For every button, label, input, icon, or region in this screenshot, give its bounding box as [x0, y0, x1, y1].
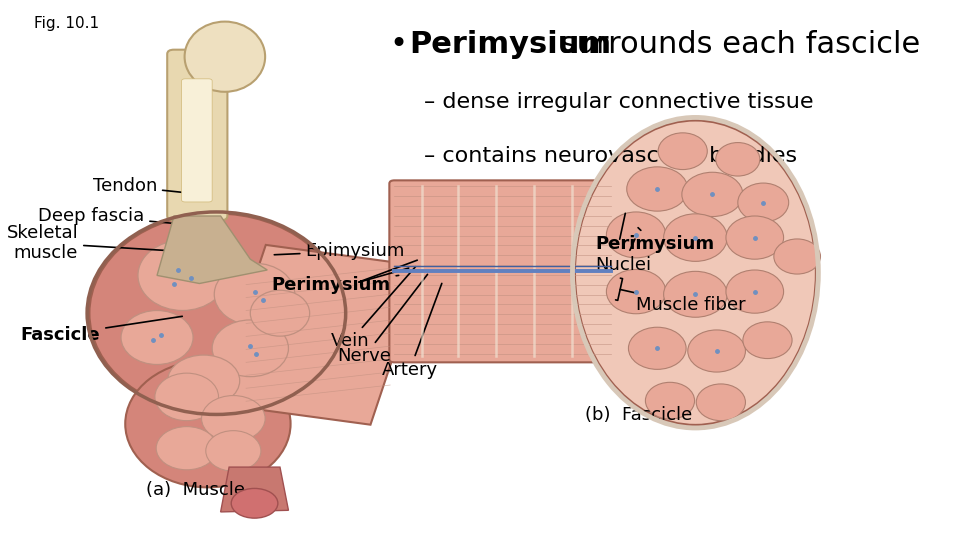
Text: (a)  Muscle: (a) Muscle	[146, 481, 245, 498]
Ellipse shape	[607, 269, 665, 314]
Ellipse shape	[696, 384, 746, 421]
Ellipse shape	[125, 361, 291, 487]
Ellipse shape	[774, 239, 821, 274]
Text: Tendon: Tendon	[93, 177, 200, 195]
Ellipse shape	[687, 330, 746, 372]
Ellipse shape	[627, 167, 687, 211]
Text: (b)  Fascicle: (b) Fascicle	[586, 406, 692, 424]
Ellipse shape	[682, 172, 743, 217]
Ellipse shape	[138, 240, 227, 310]
Ellipse shape	[575, 120, 816, 426]
Ellipse shape	[716, 143, 760, 176]
Polygon shape	[221, 467, 288, 512]
Ellipse shape	[184, 22, 265, 92]
Text: Deep fascia: Deep fascia	[38, 207, 209, 227]
Ellipse shape	[726, 270, 783, 313]
Text: Muscle fiber: Muscle fiber	[615, 278, 746, 314]
Ellipse shape	[726, 216, 783, 259]
Text: Vein: Vein	[331, 267, 416, 350]
Ellipse shape	[89, 213, 344, 413]
Ellipse shape	[251, 291, 310, 336]
Text: surrounds each fascicle: surrounds each fascicle	[551, 30, 921, 59]
Text: •: •	[390, 30, 418, 59]
Text: – contains neurovascular bundles: – contains neurovascular bundles	[424, 146, 797, 166]
Text: Skeletal
muscle: Skeletal muscle	[7, 224, 174, 262]
Ellipse shape	[231, 488, 277, 518]
Ellipse shape	[743, 322, 792, 359]
Ellipse shape	[629, 327, 686, 369]
Polygon shape	[213, 245, 423, 424]
Ellipse shape	[212, 320, 288, 377]
FancyBboxPatch shape	[181, 79, 212, 202]
Ellipse shape	[663, 214, 728, 261]
Polygon shape	[157, 216, 267, 284]
Text: Nuclei: Nuclei	[595, 239, 652, 274]
Ellipse shape	[202, 395, 265, 442]
Ellipse shape	[607, 212, 665, 258]
Ellipse shape	[659, 133, 708, 170]
Text: Artery: Artery	[382, 284, 442, 379]
Text: Fascicle: Fascicle	[20, 316, 182, 344]
Text: Nerve: Nerve	[338, 274, 427, 366]
Text: Perimysium: Perimysium	[272, 275, 398, 294]
Ellipse shape	[663, 271, 728, 317]
Ellipse shape	[155, 373, 219, 421]
Text: Perimysium: Perimysium	[409, 30, 611, 59]
Ellipse shape	[645, 382, 695, 419]
Text: Epimysium: Epimysium	[275, 242, 405, 260]
Ellipse shape	[214, 263, 295, 325]
FancyBboxPatch shape	[390, 180, 615, 362]
Text: – dense irregular connective tissue: – dense irregular connective tissue	[424, 92, 814, 112]
Ellipse shape	[168, 355, 240, 407]
Text: Fig. 10.1: Fig. 10.1	[35, 16, 99, 31]
Ellipse shape	[156, 427, 217, 470]
Ellipse shape	[738, 183, 789, 222]
Ellipse shape	[121, 310, 193, 365]
Ellipse shape	[205, 431, 261, 471]
FancyBboxPatch shape	[167, 50, 228, 220]
Text: Perimysium: Perimysium	[595, 228, 714, 253]
